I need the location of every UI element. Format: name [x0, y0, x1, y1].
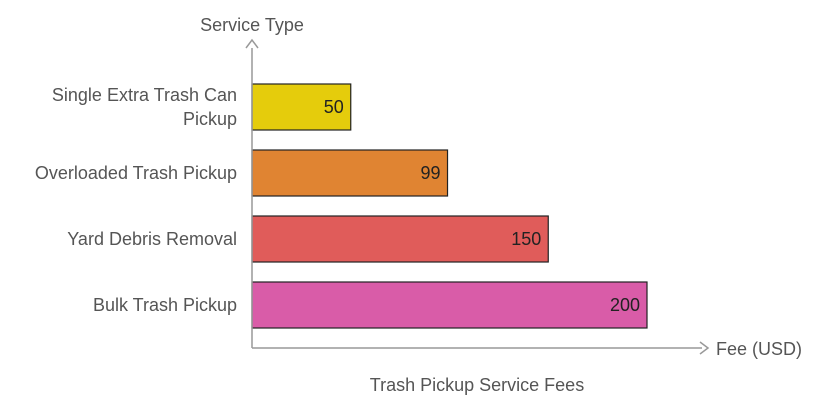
category-label-single-extra-trash-can-pickup: Single Extra Trash Can Pickup — [52, 85, 237, 129]
category-label-overloaded-trash-pickup: Overloaded Trash Pickup — [35, 163, 237, 183]
bar-yard-debris-removal — [251, 215, 549, 263]
bar-bulk-trash-pickup — [251, 281, 648, 329]
bar-overloaded-trash-pickup — [251, 149, 449, 197]
y-axis-arrow-icon — [245, 38, 259, 49]
category-label-bulk-trash-pickup: Bulk Trash Pickup — [93, 295, 237, 315]
value-label-overloaded-trash-pickup: 99 — [420, 163, 440, 183]
chart-title: Trash Pickup Service Fees — [370, 375, 584, 395]
axes — [245, 38, 710, 355]
value-label-bulk-trash-pickup: 200 — [610, 295, 640, 315]
bars: 50 99 150 200 — [251, 83, 648, 329]
x-axis-arrow-icon — [699, 341, 710, 355]
category-label-yard-debris-removal: Yard Debris Removal — [67, 229, 237, 249]
category-labels: Single Extra Trash Can Pickup Overloaded T… — [35, 85, 237, 315]
value-label-single-extra-trash-can-pickup: 50 — [324, 97, 344, 117]
x-axis-title: Fee (USD) — [716, 339, 802, 359]
y-axis-title: Service Type — [200, 15, 304, 35]
value-label-yard-debris-removal: 150 — [511, 229, 541, 249]
bar-single-extra-trash-can-pickup — [251, 83, 352, 131]
